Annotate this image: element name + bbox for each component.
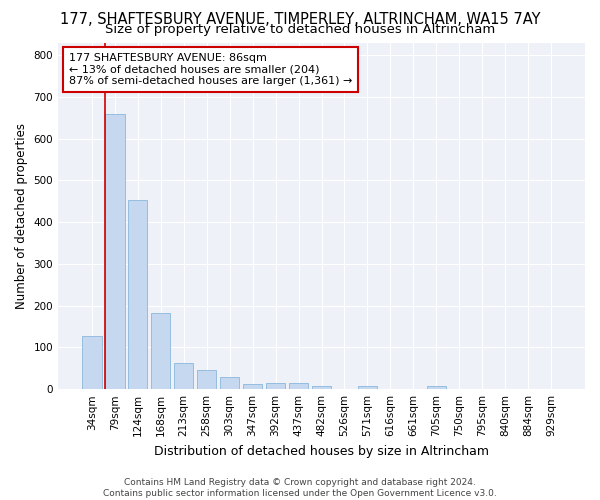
Bar — [105, 114, 125, 389]
Bar — [174, 364, 193, 389]
Bar — [289, 384, 308, 389]
Bar — [220, 378, 239, 389]
Bar — [243, 384, 262, 389]
Bar — [312, 386, 331, 389]
Bar — [82, 336, 101, 389]
Text: 177, SHAFTESBURY AVENUE, TIMPERLEY, ALTRINCHAM, WA15 7AY: 177, SHAFTESBURY AVENUE, TIMPERLEY, ALTR… — [60, 12, 540, 28]
Bar — [266, 384, 286, 389]
Bar — [358, 386, 377, 389]
X-axis label: Distribution of detached houses by size in Altrincham: Distribution of detached houses by size … — [154, 444, 489, 458]
Bar — [128, 200, 148, 389]
Text: 177 SHAFTESBURY AVENUE: 86sqm
← 13% of detached houses are smaller (204)
87% of : 177 SHAFTESBURY AVENUE: 86sqm ← 13% of d… — [68, 53, 352, 86]
Text: Size of property relative to detached houses in Altrincham: Size of property relative to detached ho… — [105, 22, 495, 36]
Bar — [197, 370, 217, 389]
Y-axis label: Number of detached properties: Number of detached properties — [15, 123, 28, 309]
Text: Contains HM Land Registry data © Crown copyright and database right 2024.
Contai: Contains HM Land Registry data © Crown c… — [103, 478, 497, 498]
Bar — [427, 386, 446, 389]
Bar — [151, 312, 170, 389]
